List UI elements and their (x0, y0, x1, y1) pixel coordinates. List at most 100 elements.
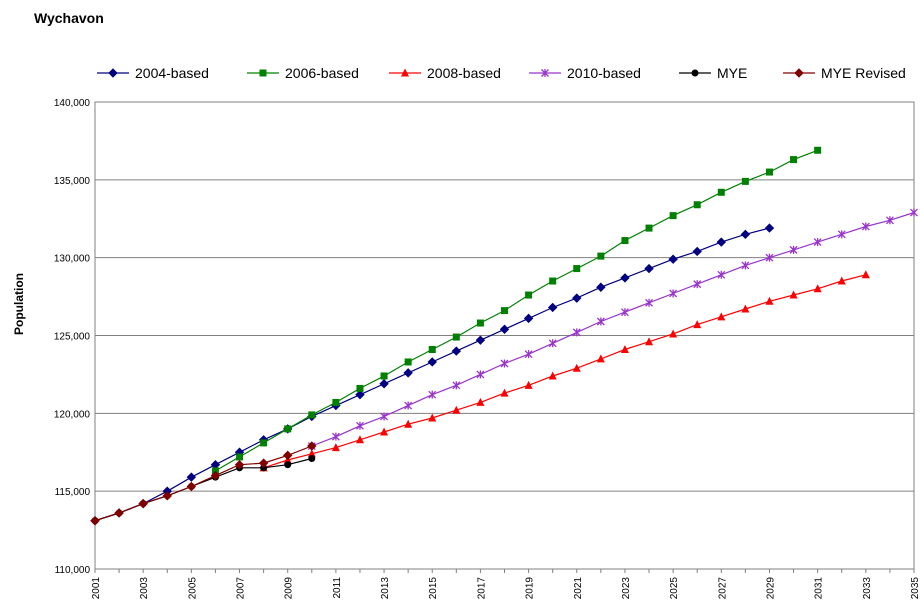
data-point (186, 481, 197, 492)
legend-swatch (247, 69, 279, 77)
y-tick-label: 115,000 (55, 487, 91, 498)
data-point (380, 372, 388, 380)
data-point (548, 371, 557, 380)
legend-swatch (389, 68, 421, 77)
data-point (476, 370, 485, 379)
data-point (284, 425, 292, 433)
data-point (525, 291, 533, 299)
y-tick-label: 140,000 (54, 98, 91, 109)
data-point (861, 222, 870, 231)
data-point (401, 68, 409, 77)
data-point (186, 472, 197, 482)
legend-item: 2008-based (387, 63, 501, 83)
data-point (620, 273, 630, 283)
data-point (717, 270, 726, 279)
data-point (404, 358, 412, 366)
legend-item: 2004-based (95, 63, 209, 83)
data-point (258, 458, 269, 468)
data-point (669, 212, 677, 220)
data-point (644, 263, 654, 274)
data-point (138, 498, 148, 509)
x-tick-label: 2025 (669, 577, 680, 600)
series-2010-based (307, 208, 918, 451)
data-point (90, 516, 100, 526)
legend-label: 2008-based (427, 65, 501, 81)
series-2004-based (90, 223, 775, 526)
data-point (741, 261, 750, 270)
series-line (263, 274, 866, 469)
series-line (94, 227, 770, 522)
data-point (693, 280, 702, 289)
data-point (620, 308, 629, 317)
data-point (885, 216, 894, 225)
y-tick-label: 120,000 (54, 409, 91, 420)
data-point (765, 296, 774, 305)
data-point (476, 319, 484, 327)
data-point (452, 333, 460, 341)
series-line (94, 457, 312, 522)
data-point (548, 339, 557, 348)
data-point (307, 449, 316, 458)
data-point (814, 146, 822, 154)
data-point (573, 265, 581, 273)
x-tick-label: 2015 (428, 577, 439, 600)
x-tick-label: 2027 (717, 577, 728, 600)
data-point (452, 381, 461, 390)
data-point (428, 346, 436, 354)
data-point (645, 337, 654, 346)
data-point (476, 397, 485, 406)
data-point (813, 284, 822, 293)
data-point (765, 253, 774, 262)
x-tick-label: 2001 (91, 577, 102, 600)
data-point (452, 405, 461, 414)
data-point (596, 354, 605, 363)
legend-label: 2010-based (567, 65, 641, 81)
data-point (236, 453, 244, 461)
x-tick-label: 2007 (236, 577, 247, 600)
x-tick-label: 2011 (332, 577, 343, 599)
data-point (765, 168, 773, 176)
data-point (500, 359, 509, 368)
data-point (790, 156, 798, 164)
x-tick-label: 2031 (814, 577, 825, 600)
data-point (668, 254, 678, 264)
legend-swatch (529, 69, 561, 77)
data-point (331, 443, 340, 452)
data-point (331, 432, 340, 441)
series-2006-based (211, 146, 822, 475)
data-point (717, 312, 726, 321)
y-tick-label: 125,000 (54, 332, 91, 343)
series-mye (91, 454, 316, 525)
y-tick-label: 135,000 (54, 176, 91, 187)
data-point (307, 441, 317, 451)
x-tick-label: 2019 (525, 577, 536, 600)
legend-label: 2006-based (285, 65, 359, 81)
series-line (215, 149, 818, 472)
data-point (741, 177, 749, 185)
data-point (572, 328, 581, 337)
legend-label: 2004-based (135, 65, 209, 81)
x-tick-label: 2009 (284, 577, 295, 600)
data-point (259, 69, 267, 77)
data-point (691, 69, 699, 77)
data-point (355, 389, 365, 400)
data-point (475, 335, 486, 345)
series-2008-based (259, 270, 870, 472)
data-point (500, 388, 509, 397)
data-point (282, 450, 293, 461)
data-point (837, 276, 846, 285)
data-point (910, 208, 918, 217)
data-point (403, 368, 413, 378)
data-point (645, 224, 653, 232)
legend-swatch (97, 68, 129, 78)
x-tick-label: 2023 (621, 577, 632, 600)
data-point (741, 304, 750, 313)
data-point (379, 379, 389, 389)
data-point (356, 384, 364, 392)
legend-label: MYE (717, 65, 748, 81)
data-point (524, 350, 533, 359)
data-point (210, 470, 221, 481)
data-point (693, 201, 701, 209)
data-point (716, 237, 727, 247)
